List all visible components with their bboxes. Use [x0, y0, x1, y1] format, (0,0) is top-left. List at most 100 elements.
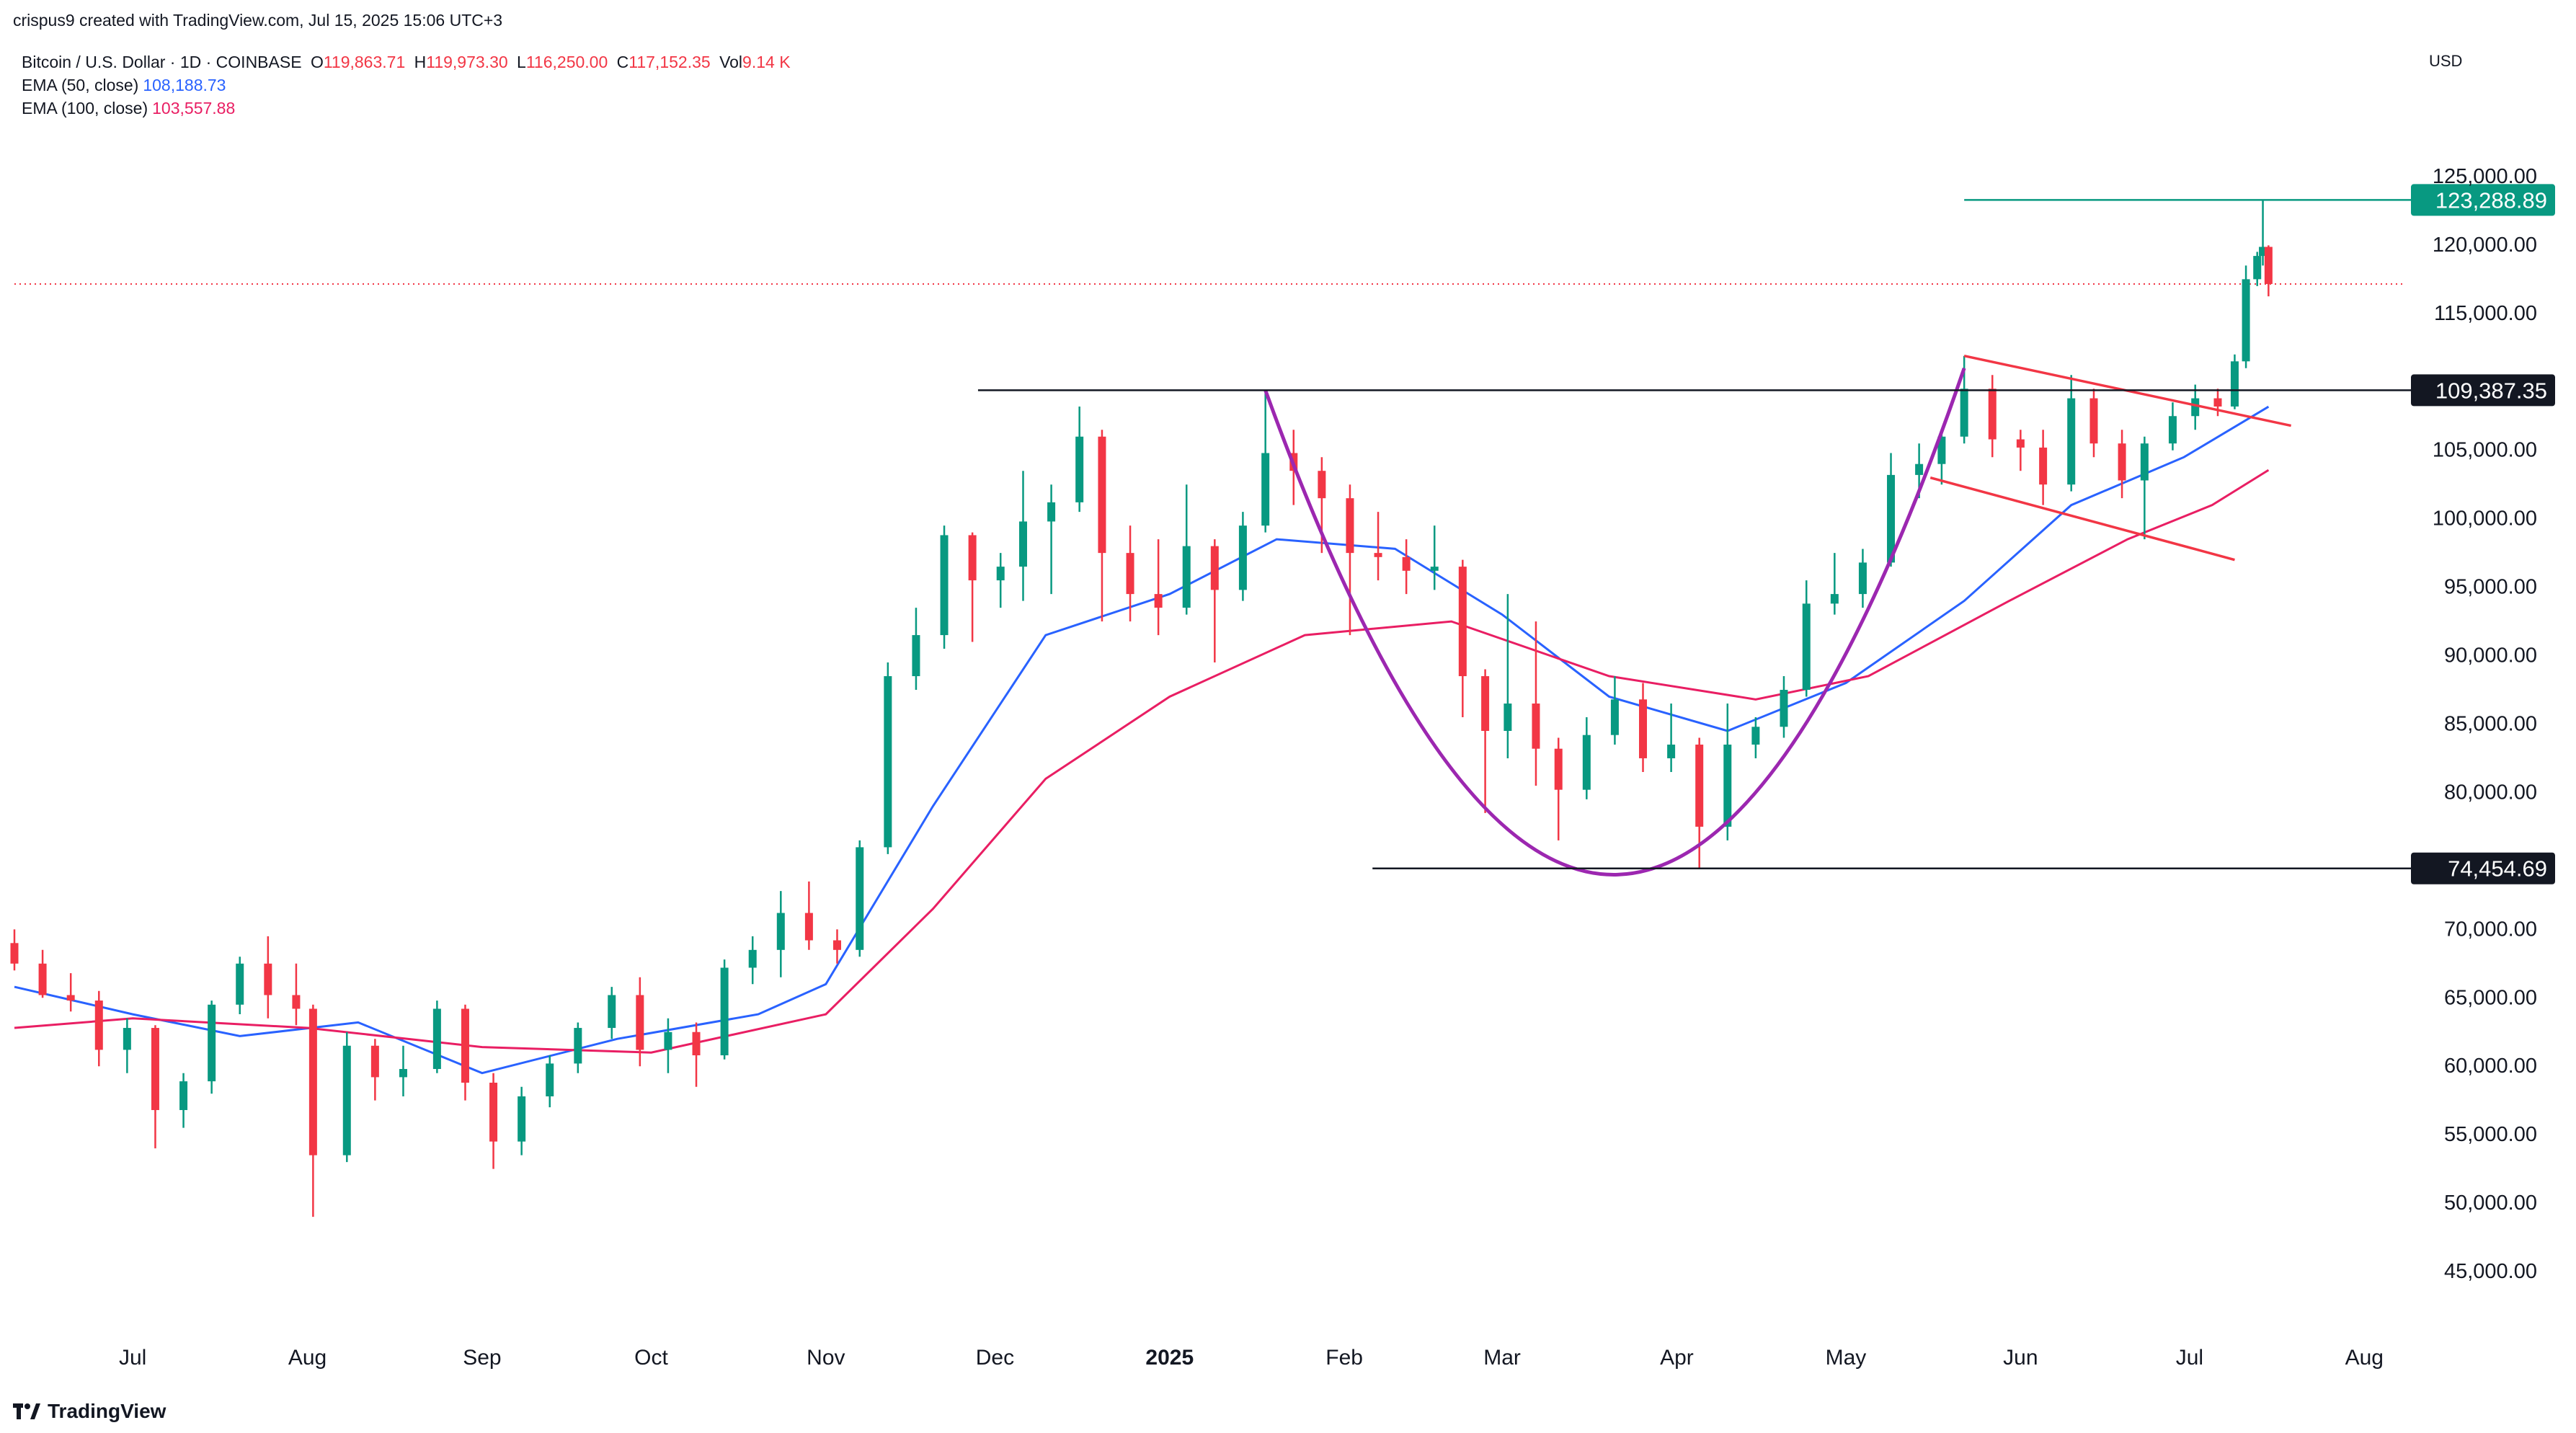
price-chart[interactable]: 123,288.89 109,387.35 74,454.69 125,000.00… [0, 0, 2576, 1384]
y-tick-label: 90,000.00 [2444, 644, 2537, 667]
candle [2016, 430, 2025, 471]
candle-body [123, 1028, 131, 1050]
candle [1346, 484, 1354, 636]
x-tick-label: Oct [634, 1346, 668, 1370]
close-value: 117,152.35 [629, 53, 711, 71]
x-tick-label: Nov [807, 1346, 845, 1370]
vol-value: 9.14 K [742, 53, 791, 71]
candle [636, 977, 644, 1067]
candle-body [1182, 546, 1191, 608]
candle [884, 662, 892, 854]
candle [546, 1055, 554, 1108]
candle-body [1458, 567, 1467, 677]
candle-body [38, 963, 47, 995]
candle-body [308, 1008, 317, 1155]
candle [1667, 704, 1676, 772]
x-tick-label: Dec [976, 1346, 1014, 1370]
candle [1182, 484, 1191, 615]
candle [1458, 559, 1467, 717]
y-tick-label: 70,000.00 [2444, 918, 2537, 941]
candle-body [2016, 439, 2025, 448]
candle-body [1210, 546, 1219, 590]
x-tick-label: Jul [2176, 1346, 2203, 1370]
high-label: H [414, 53, 427, 71]
candle [2242, 265, 2250, 368]
x-tick-label: 2025 [1145, 1346, 1194, 1370]
currency-button[interactable]: USD [2429, 52, 2463, 70]
candle-body [2264, 247, 2273, 284]
candle-body [1695, 744, 1704, 827]
candle-body [608, 995, 616, 1029]
candle [38, 949, 47, 998]
candle [1751, 717, 1760, 758]
candle-body [94, 1001, 103, 1050]
candle-body [1126, 553, 1134, 595]
candle-body [574, 1028, 582, 1064]
candle-body [179, 1081, 188, 1110]
candle [179, 1073, 188, 1128]
ema50-legend[interactable]: EMA (50, close) 108,188.73 [22, 75, 230, 95]
candle [1402, 539, 1411, 595]
x-tick-label: Sep [463, 1346, 501, 1370]
candle [1238, 512, 1247, 601]
y-tick-label: 60,000.00 [2444, 1055, 2537, 1078]
candle-body [264, 963, 272, 995]
candle [308, 1004, 317, 1217]
candle-body [1802, 603, 1811, 691]
y-tick-label: 50,000.00 [2444, 1192, 2537, 1215]
vol-label: Vol [719, 53, 743, 71]
candle [1802, 580, 1811, 697]
x-tick-label: Jul [119, 1346, 146, 1370]
candle [1582, 717, 1591, 799]
candle [518, 1086, 526, 1155]
candle-body [1402, 556, 1411, 571]
x-tick-label: Feb [1325, 1346, 1363, 1370]
candle-body [1261, 453, 1270, 526]
x-tick-label: May [1826, 1346, 1867, 1370]
candle-body [66, 995, 75, 1001]
candle-body [1374, 553, 1382, 557]
y-tick-label: 80,000.00 [2444, 781, 2537, 804]
tradingview-logo[interactable]: TradingView [13, 1400, 166, 1423]
candle [292, 963, 301, 1026]
y-tick-label: 45,000.00 [2444, 1260, 2537, 1283]
candle-body [1960, 389, 1968, 437]
candle [370, 1039, 379, 1101]
candle [804, 881, 813, 950]
candle-body [1667, 744, 1676, 758]
y-tick-label: 115,000.00 [2434, 302, 2537, 325]
candle [1481, 669, 1490, 813]
candle-body [1937, 436, 1946, 464]
candle [664, 1018, 672, 1073]
candle [2230, 354, 2239, 409]
candle-body [342, 1045, 351, 1155]
candle-body [1915, 463, 1924, 475]
candle [1210, 539, 1219, 663]
candle [574, 1022, 582, 1073]
candle-body [1988, 389, 1997, 440]
candle-body [996, 567, 1005, 581]
high-value: 119,973.30 [426, 53, 508, 71]
candle [461, 1004, 469, 1101]
candle [1374, 512, 1382, 581]
symbol-title[interactable]: Bitcoin / U.S. Dollar · 1D · COINBASE [22, 53, 302, 71]
candle-body [1154, 594, 1163, 608]
candle-body [1481, 676, 1490, 731]
candle [66, 973, 75, 1012]
candle [399, 1045, 407, 1096]
candle [1047, 484, 1056, 595]
candle [608, 987, 616, 1039]
ema100-legend[interactable]: EMA (100, close) 103,557.88 [22, 98, 239, 118]
candle-body [2039, 447, 2048, 485]
candle [996, 553, 1005, 608]
candle [236, 957, 244, 1015]
candle [1554, 737, 1563, 840]
candle-body [151, 1028, 159, 1110]
candle-body [2168, 416, 2177, 444]
candle-body [2118, 443, 2126, 481]
candle-body [1098, 436, 1106, 554]
candle [1126, 525, 1134, 622]
candle-body [1610, 699, 1619, 735]
ema100-line [14, 469, 2270, 1054]
candle-body [1639, 699, 1648, 758]
